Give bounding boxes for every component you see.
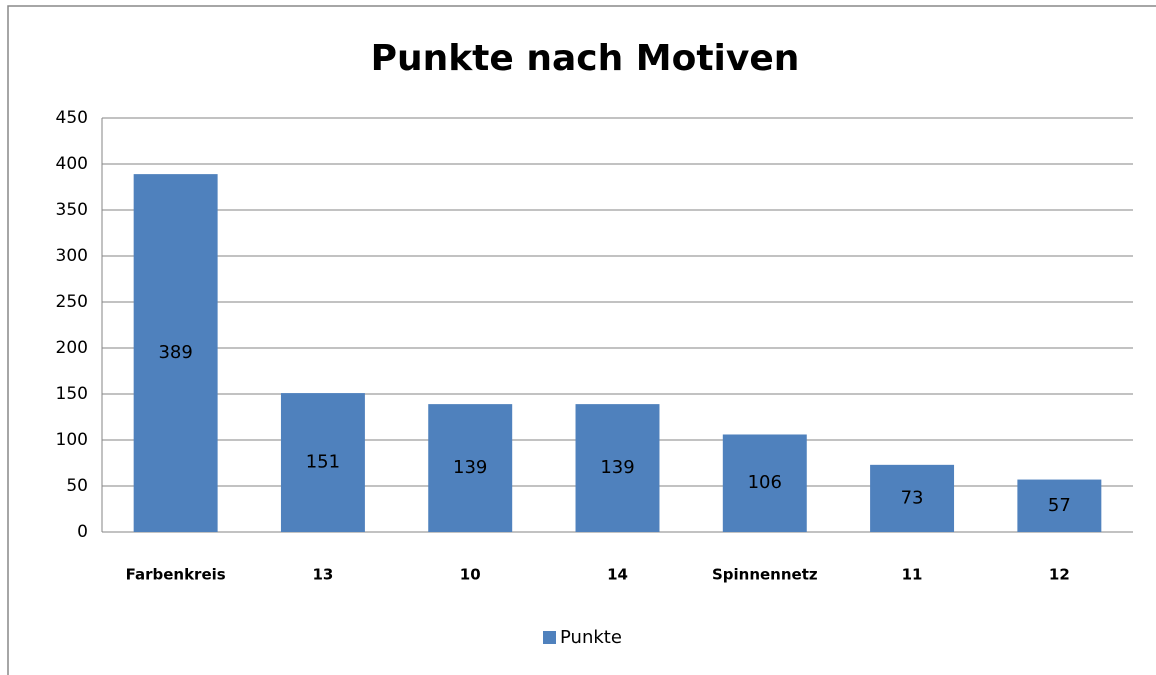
y-tick-label: 250	[56, 292, 88, 312]
bar	[428, 404, 513, 532]
x-tick-label: 11	[902, 566, 923, 584]
legend-label: Punkte	[560, 627, 622, 648]
bar	[870, 464, 955, 532]
x-tick-label: 10	[460, 566, 481, 584]
y-tick-label: 0	[77, 522, 88, 542]
data-label: 73	[901, 487, 924, 508]
chart-title: Punkte nach Motiven	[371, 38, 800, 79]
y-tick-label: 400	[56, 154, 88, 174]
bar	[575, 404, 660, 532]
x-tick-label: 12	[1049, 566, 1070, 584]
bar	[133, 174, 218, 532]
data-label: 151	[306, 452, 340, 473]
data-label: 57	[1048, 495, 1071, 516]
y-tick-label: 150	[56, 384, 88, 404]
chart-frame	[7, 5, 1156, 675]
x-tick-label: Farbenkreis	[126, 566, 226, 584]
bar	[280, 393, 365, 532]
y-tick-label: 50	[66, 476, 88, 496]
y-tick-label: 100	[56, 430, 88, 450]
x-tick-label: 13	[312, 566, 333, 584]
x-tick-label: 14	[607, 566, 628, 584]
x-tick-label: Spinnennetz	[712, 566, 818, 584]
data-label: 106	[748, 472, 782, 493]
data-label: 139	[600, 457, 634, 478]
y-tick-label: 450	[56, 108, 88, 128]
y-tick-label: 350	[56, 200, 88, 220]
y-tick-label: 300	[56, 246, 88, 266]
data-label: 389	[158, 342, 192, 363]
legend-swatch	[543, 631, 556, 644]
bar	[1017, 479, 1102, 532]
data-label: 139	[453, 457, 487, 478]
y-tick-label: 200	[56, 338, 88, 358]
bar	[722, 434, 807, 532]
